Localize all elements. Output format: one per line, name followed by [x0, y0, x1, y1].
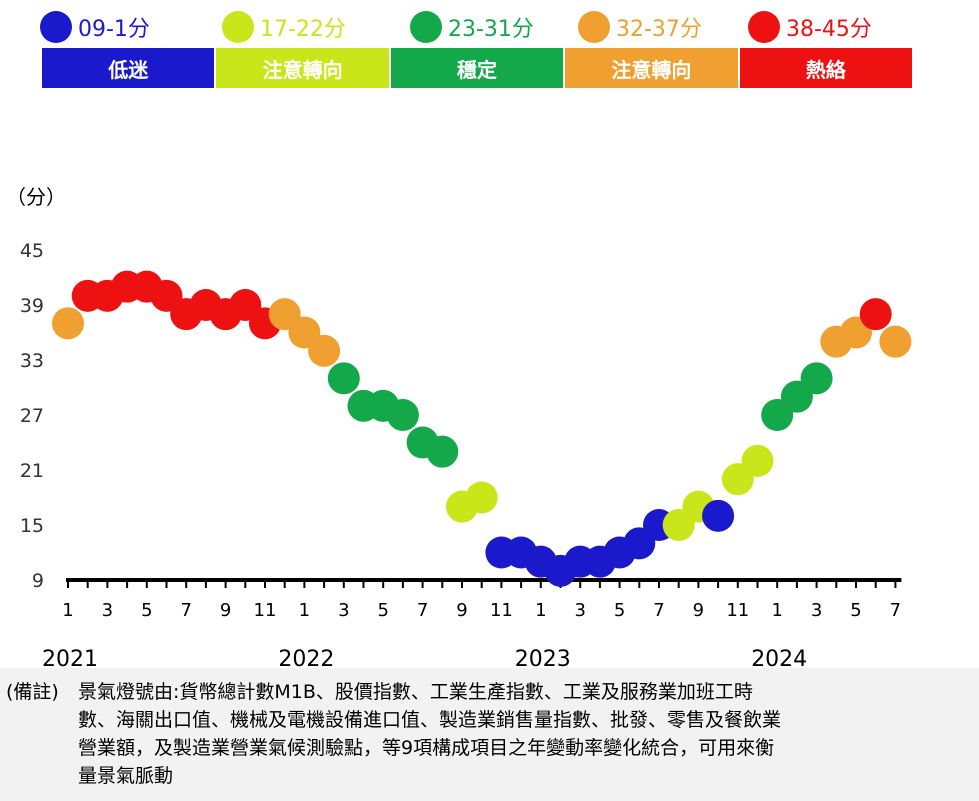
- footnote: (備註) 景氣燈號由:貨幣總計數M1B、股價指數、工業生產指數、工業及服務業加班…: [6, 678, 961, 790]
- x-tick-label: 11: [490, 600, 513, 621]
- band-segment-stable: 穩定: [388, 48, 564, 88]
- data-point: [741, 444, 774, 477]
- data-point: [702, 499, 735, 532]
- legend-dot-blue: [40, 11, 72, 43]
- band-segment-caution-low: 注意轉向: [214, 48, 389, 88]
- x-tick-label: 3: [102, 600, 113, 621]
- signal-band: 低迷 注意轉向 穩定 注意轉向 熱絡: [42, 48, 913, 88]
- x-tick-label: 7: [653, 600, 664, 621]
- x-tick-label: 5: [614, 600, 625, 621]
- legend-dot-orange: [578, 11, 610, 43]
- year-label: 2023: [515, 647, 571, 668]
- band-segment-boom: 熱絡: [737, 48, 913, 88]
- x-tick-label: 1: [771, 600, 782, 621]
- x-tick-label: 11: [254, 600, 277, 621]
- data-point: [308, 334, 341, 367]
- footnote-line: 量景氣脈動: [78, 765, 174, 787]
- legend-label-orange: 32-37分: [616, 17, 702, 42]
- x-tick-label: 5: [141, 600, 152, 621]
- data-point: [327, 362, 360, 395]
- x-tick-label: 3: [338, 600, 349, 621]
- legend-item-blue: 09-1分: [40, 11, 150, 43]
- legend-label-blue: 09-1分: [78, 17, 150, 42]
- data-point: [465, 481, 498, 514]
- x-tick-label: 7: [890, 600, 901, 621]
- year-label: 2021: [42, 647, 98, 668]
- x-tick-label: 3: [811, 600, 822, 621]
- legend-label-red: 38-45分: [786, 17, 872, 42]
- legend-label-lime: 17-22分: [260, 17, 346, 42]
- x-tick-label: 1: [62, 600, 73, 621]
- legend-item-green: 23-31分: [410, 11, 534, 43]
- footnote-panel: (備註) 景氣燈號由:貨幣總計數M1B、股價指數、工業生產指數、工業及服務業加班…: [0, 668, 979, 801]
- footnote-line: 景氣燈號由:貨幣總計數M1B、股價指數、工業生產指數、工業及服務業加班工時: [78, 681, 753, 703]
- y-tick-label: 27: [20, 405, 44, 427]
- x-tick-label: 1: [299, 600, 310, 621]
- y-tick-label: 21: [20, 460, 44, 482]
- x-tick-label: 9: [456, 600, 467, 621]
- legend-dot-green: [410, 11, 442, 43]
- y-axis-unit-label: （分）: [6, 185, 66, 209]
- x-tick-label: 9: [220, 600, 231, 621]
- y-tick-label: 33: [20, 350, 44, 372]
- y-tick-label: 39: [20, 295, 44, 317]
- legend: 09-1分 17-22分 23-31分 32-37分 38-45分: [40, 11, 940, 43]
- x-tick-label: 9: [693, 600, 704, 621]
- year-label: 2024: [751, 647, 807, 668]
- y-tick-label: 9: [32, 570, 44, 592]
- legend-dot-red: [748, 11, 780, 43]
- x-tick-label: 7: [180, 600, 191, 621]
- x-tick-label: 5: [377, 600, 388, 621]
- data-point: [859, 298, 892, 331]
- legend-label-green: 23-31分: [448, 17, 534, 42]
- x-tick-label: 11: [726, 600, 749, 621]
- legend-dot-lime: [222, 11, 254, 43]
- legend-item-red: 38-45分: [748, 11, 872, 43]
- x-tick-label: 3: [574, 600, 585, 621]
- x-tick-label: 7: [417, 600, 428, 621]
- footnote-line: 數、海關出口值、機械及電機設備進口值、製造業銷售量指數、批發、零售及餐飲業: [78, 709, 782, 731]
- data-point: [879, 325, 912, 358]
- year-label: 2022: [278, 647, 334, 668]
- y-tick-label: 15: [20, 515, 44, 537]
- footnote-prefix: (備註): [6, 681, 59, 703]
- legend-item-orange: 32-37分: [578, 11, 702, 43]
- data-point: [386, 399, 419, 431]
- data-point: [52, 307, 84, 340]
- band-segment-caution-high: 注意轉向: [563, 48, 738, 88]
- y-tick-label: 45: [20, 240, 44, 262]
- band-segment-slump: 低迷: [42, 48, 215, 88]
- footnote-line: 營業額，及製造業營業氣候測驗點，等9項構成項目之年變動率變化統合，可用來衡: [78, 737, 775, 759]
- footnote-body: 景氣燈號由:貨幣總計數M1B、股價指數、工業生產指數、工業及服務業加班工時 數、…: [78, 678, 961, 790]
- legend-item-lime: 17-22分: [222, 11, 346, 43]
- x-tick-label: 1: [535, 600, 546, 621]
- data-point: [426, 435, 459, 468]
- data-point: [800, 362, 833, 395]
- x-tick-label: 5: [850, 600, 861, 621]
